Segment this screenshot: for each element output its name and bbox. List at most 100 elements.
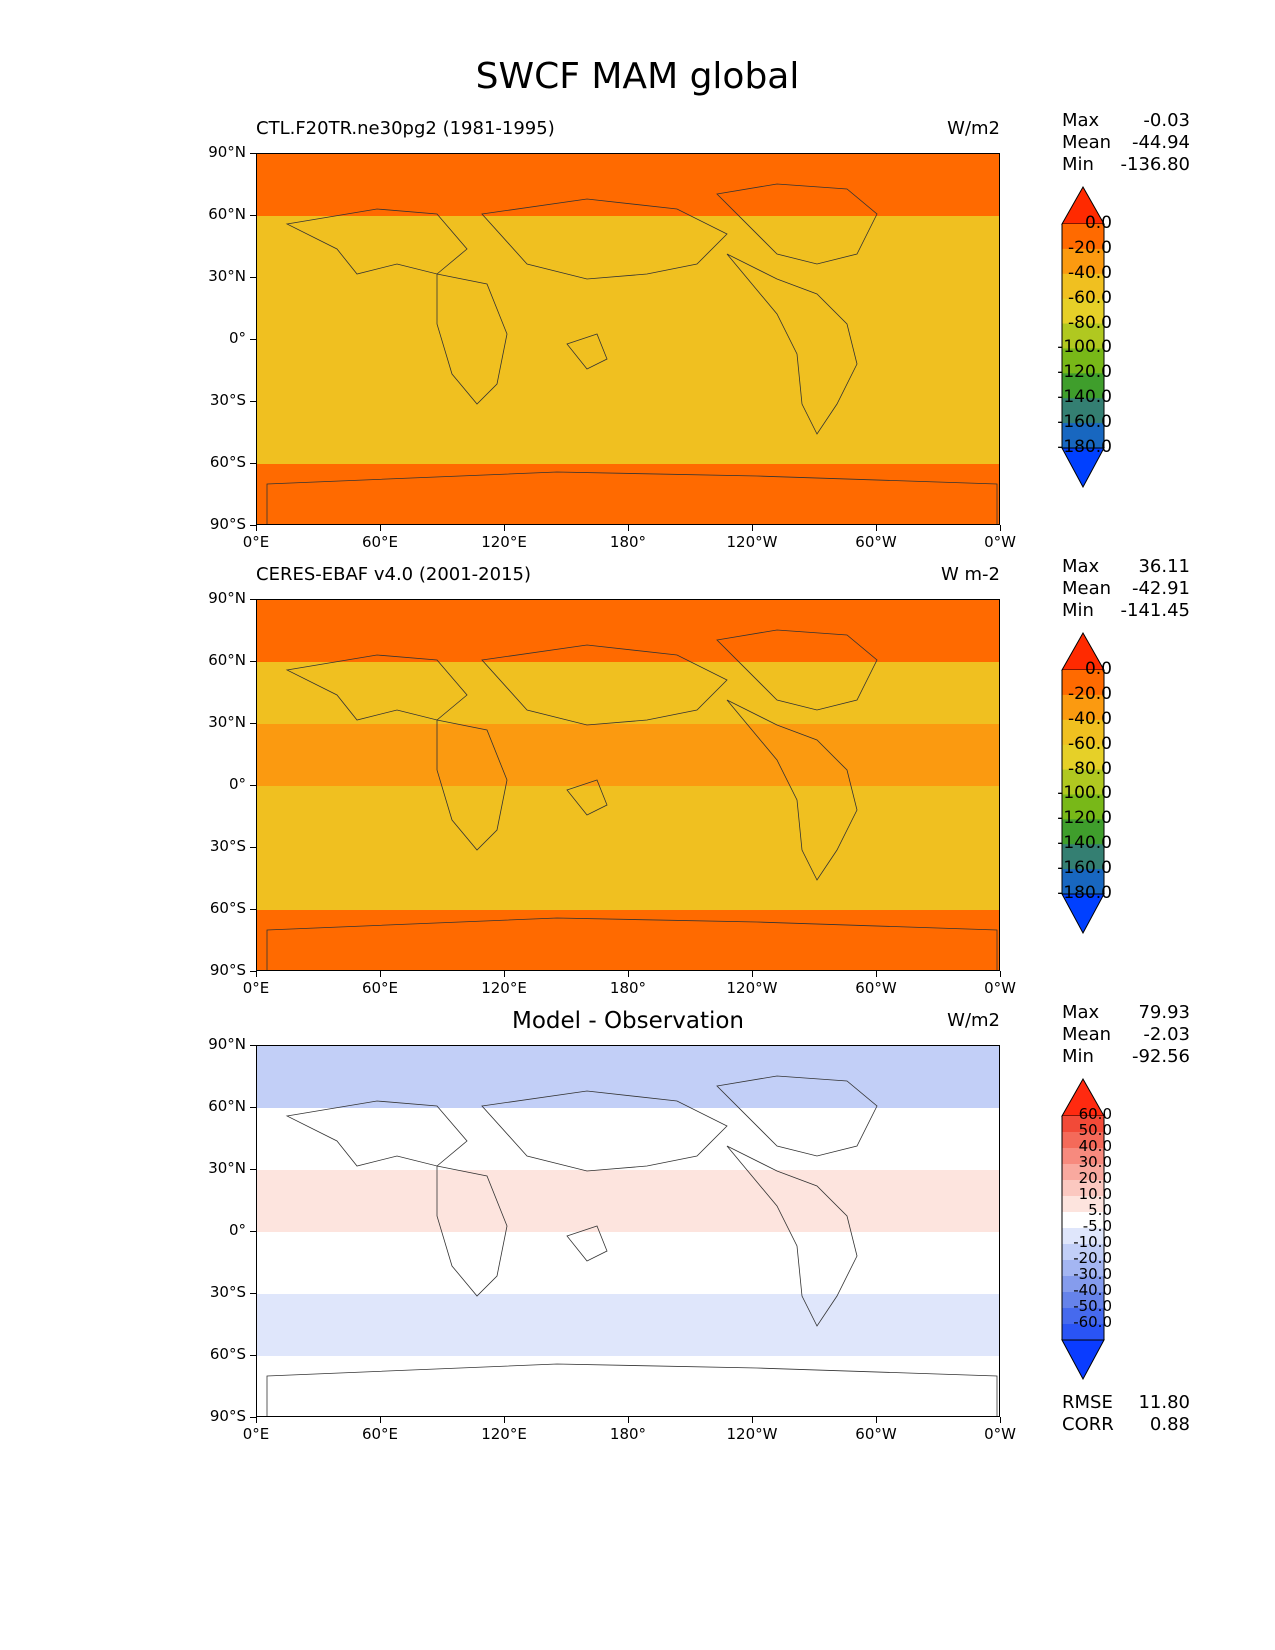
colorbar-extend-bottom — [1061, 893, 1105, 935]
colorbar-label: -100.0 — [1057, 783, 1112, 804]
metric-value: 0.88 — [1149, 1414, 1190, 1435]
ytick-mark — [250, 462, 256, 464]
continent-outline — [716, 629, 878, 711]
metric-rmse: RMSE 11.80 — [1062, 1392, 1190, 1414]
stats-block: Max 79.93 Mean -2.03 Min -92.56 — [1062, 1002, 1190, 1068]
colorbar-segment — [1062, 1180, 1104, 1197]
ytick-mark — [250, 338, 256, 340]
colorbar-segment — [1062, 1308, 1104, 1325]
ytick-mark — [250, 970, 256, 972]
colorbar — [1061, 631, 1105, 935]
continent-outline — [266, 471, 998, 524]
colorbar-label: 0.0 — [1084, 659, 1112, 679]
stats-block: Max -0.03 Mean -44.94 Min -136.80 — [1062, 110, 1190, 176]
xtick-label: 120°W — [726, 533, 778, 551]
ytick-mark — [250, 214, 256, 216]
lat-band — [257, 154, 999, 216]
colorbar — [1061, 1077, 1105, 1381]
map-plot-area — [256, 153, 1000, 525]
continent-outline — [266, 1363, 998, 1416]
lat-band — [257, 724, 999, 786]
map-plot-area — [256, 1045, 1000, 1417]
colorbar-segment — [1062, 224, 1104, 250]
colorbar-extend-bottom — [1061, 1339, 1105, 1381]
xtick-mark — [999, 971, 1001, 977]
colorbar-label: -20.0 — [1073, 1249, 1112, 1267]
ytick-label: 0° — [228, 329, 246, 347]
colorbar-label: 10.0 — [1078, 1185, 1112, 1203]
colorbar-label: -50.0 — [1073, 1297, 1112, 1315]
ytick-label: 90°S — [209, 515, 246, 533]
xtick-mark — [379, 971, 381, 977]
xtick-label: 0°W — [984, 979, 1016, 997]
lat-band — [257, 1046, 999, 1108]
ytick-label: 30°N — [208, 713, 246, 731]
continent-outline — [716, 183, 878, 265]
colorbar-label: 60.0 — [1078, 1105, 1112, 1123]
ytick-mark — [250, 1168, 256, 1170]
colorbar-label: -80.0 — [1068, 312, 1112, 333]
panel-difference: Model - Observation W/m2 Max 79.93 Mean -2.03… — [0, 1002, 1275, 1468]
xtick-label: 0°E — [242, 1425, 270, 1443]
colorbar-segment — [1062, 1292, 1104, 1309]
lat-band — [257, 1108, 999, 1170]
ytick-mark — [250, 722, 256, 724]
xtick-label: 60°E — [361, 1425, 399, 1443]
colorbar-segment — [1062, 1228, 1104, 1245]
colorbar-label: 40.0 — [1078, 1137, 1112, 1155]
ytick-label: 30°N — [208, 1159, 246, 1177]
colorbar-segment — [1062, 670, 1104, 696]
colorbar-label: -30.0 — [1073, 1265, 1112, 1283]
xtick-label: 120°E — [481, 979, 527, 997]
panel-title: Model - Observation — [511, 1008, 745, 1034]
xtick-mark — [503, 971, 505, 977]
continent-outline — [716, 1075, 878, 1157]
stat-min: Min -92.56 — [1062, 1046, 1190, 1068]
stat-value: -44.94 — [1131, 132, 1190, 153]
ytick-mark — [250, 1354, 256, 1356]
ytick-label: 60°S — [209, 1345, 246, 1363]
ytick-label: 60°S — [209, 899, 246, 917]
xtick-label: 180° — [609, 979, 647, 997]
xtick-label: 60°W — [855, 533, 897, 551]
panel-units: W m-2 — [940, 564, 1000, 585]
panel-title: CTL.F20TR.ne30pg2 (1981-1995) — [256, 118, 555, 139]
stat-max: Max 36.11 — [1062, 556, 1190, 578]
lat-band — [257, 216, 999, 278]
colorbar-label: -140.0 — [1057, 833, 1112, 854]
lat-band — [257, 1170, 999, 1232]
metric-label: CORR — [1062, 1414, 1114, 1435]
xtick-mark — [255, 525, 257, 531]
colorbar-segment — [1062, 373, 1104, 399]
stat-mean: Mean -42.91 — [1062, 578, 1190, 600]
ytick-label: 30°N — [208, 267, 246, 285]
xtick-label: 0°W — [984, 1425, 1016, 1443]
xtick-mark — [751, 525, 753, 531]
xtick-label: 60°E — [361, 979, 399, 997]
metrics-block: RMSE 11.80 CORR 0.88 — [1062, 1392, 1190, 1436]
colorbar-label: -40.0 — [1068, 708, 1112, 729]
ytick-mark — [250, 1416, 256, 1418]
continent-outline — [566, 333, 608, 370]
colorbar-segment — [1062, 819, 1104, 845]
panel-observation: CERES-EBAF v4.0 (2001-2015) W m-2 Max 36.11… — [0, 556, 1275, 1022]
colorbar-segment — [1062, 1212, 1104, 1229]
colorbar-segment — [1062, 273, 1104, 300]
panel-units: W/m2 — [947, 1010, 1000, 1031]
xtick-mark — [627, 525, 629, 531]
stat-label: Mean — [1062, 578, 1112, 599]
colorbar-label: -100.0 — [1057, 337, 1112, 358]
colorbar-label: -60.0 — [1068, 287, 1112, 308]
ytick-mark — [250, 908, 256, 910]
lat-band — [257, 910, 999, 970]
xtick-label: 180° — [609, 533, 647, 551]
ytick-mark — [250, 846, 256, 848]
stat-value: -42.91 — [1131, 578, 1190, 599]
xtick-mark — [627, 1417, 629, 1423]
colorbar-label: -120.0 — [1057, 808, 1112, 829]
colorbar-label: -20.0 — [1068, 237, 1112, 258]
continent-outline — [481, 644, 728, 726]
colorbar-segment — [1062, 794, 1104, 820]
ytick-mark — [250, 784, 256, 786]
colorbar-segment — [1062, 719, 1104, 746]
